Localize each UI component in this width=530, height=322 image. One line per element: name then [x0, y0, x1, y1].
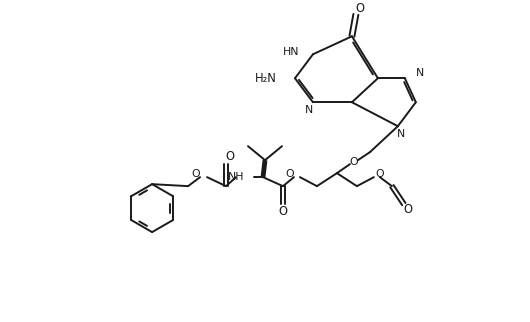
Text: N: N [416, 68, 424, 78]
Text: O: O [226, 150, 235, 163]
Text: O: O [403, 203, 412, 216]
Text: NH: NH [227, 172, 244, 182]
Text: N: N [305, 105, 313, 115]
Text: H₂N: H₂N [255, 72, 277, 85]
Text: O: O [356, 2, 365, 15]
Text: O: O [278, 204, 287, 218]
Text: O: O [191, 169, 200, 179]
Text: O: O [285, 169, 294, 179]
Text: HN: HN [282, 47, 299, 57]
Text: O: O [376, 169, 384, 179]
Text: N: N [397, 129, 405, 139]
Text: O: O [350, 157, 358, 167]
